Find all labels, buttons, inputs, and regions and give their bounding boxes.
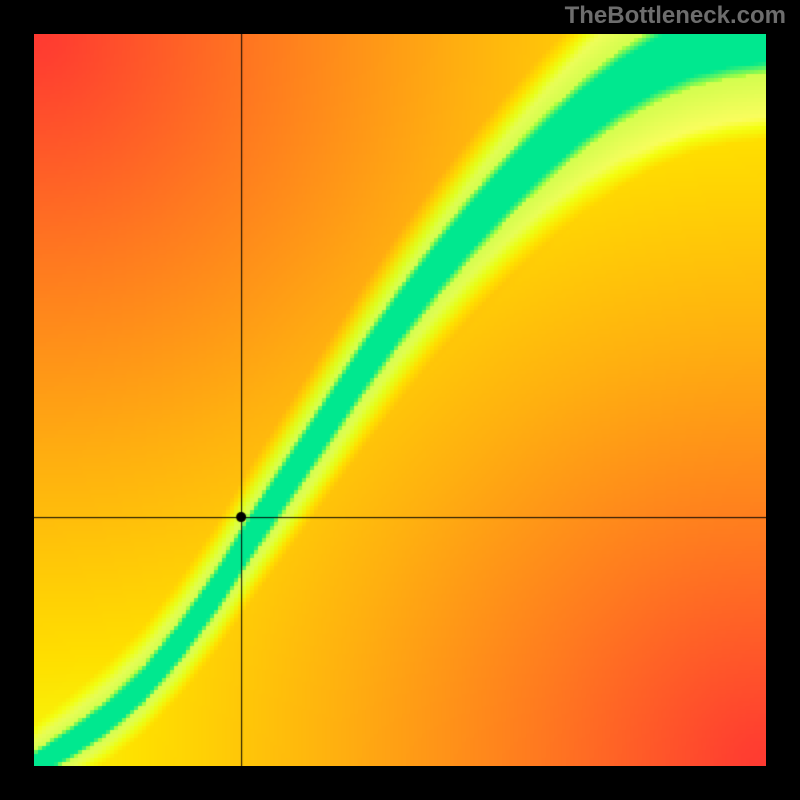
watermark-text: TheBottleneck.com <box>565 2 786 30</box>
chart-container: TheBottleneck.com <box>0 0 800 800</box>
plot-area <box>34 34 766 766</box>
heatmap-canvas <box>34 34 766 766</box>
